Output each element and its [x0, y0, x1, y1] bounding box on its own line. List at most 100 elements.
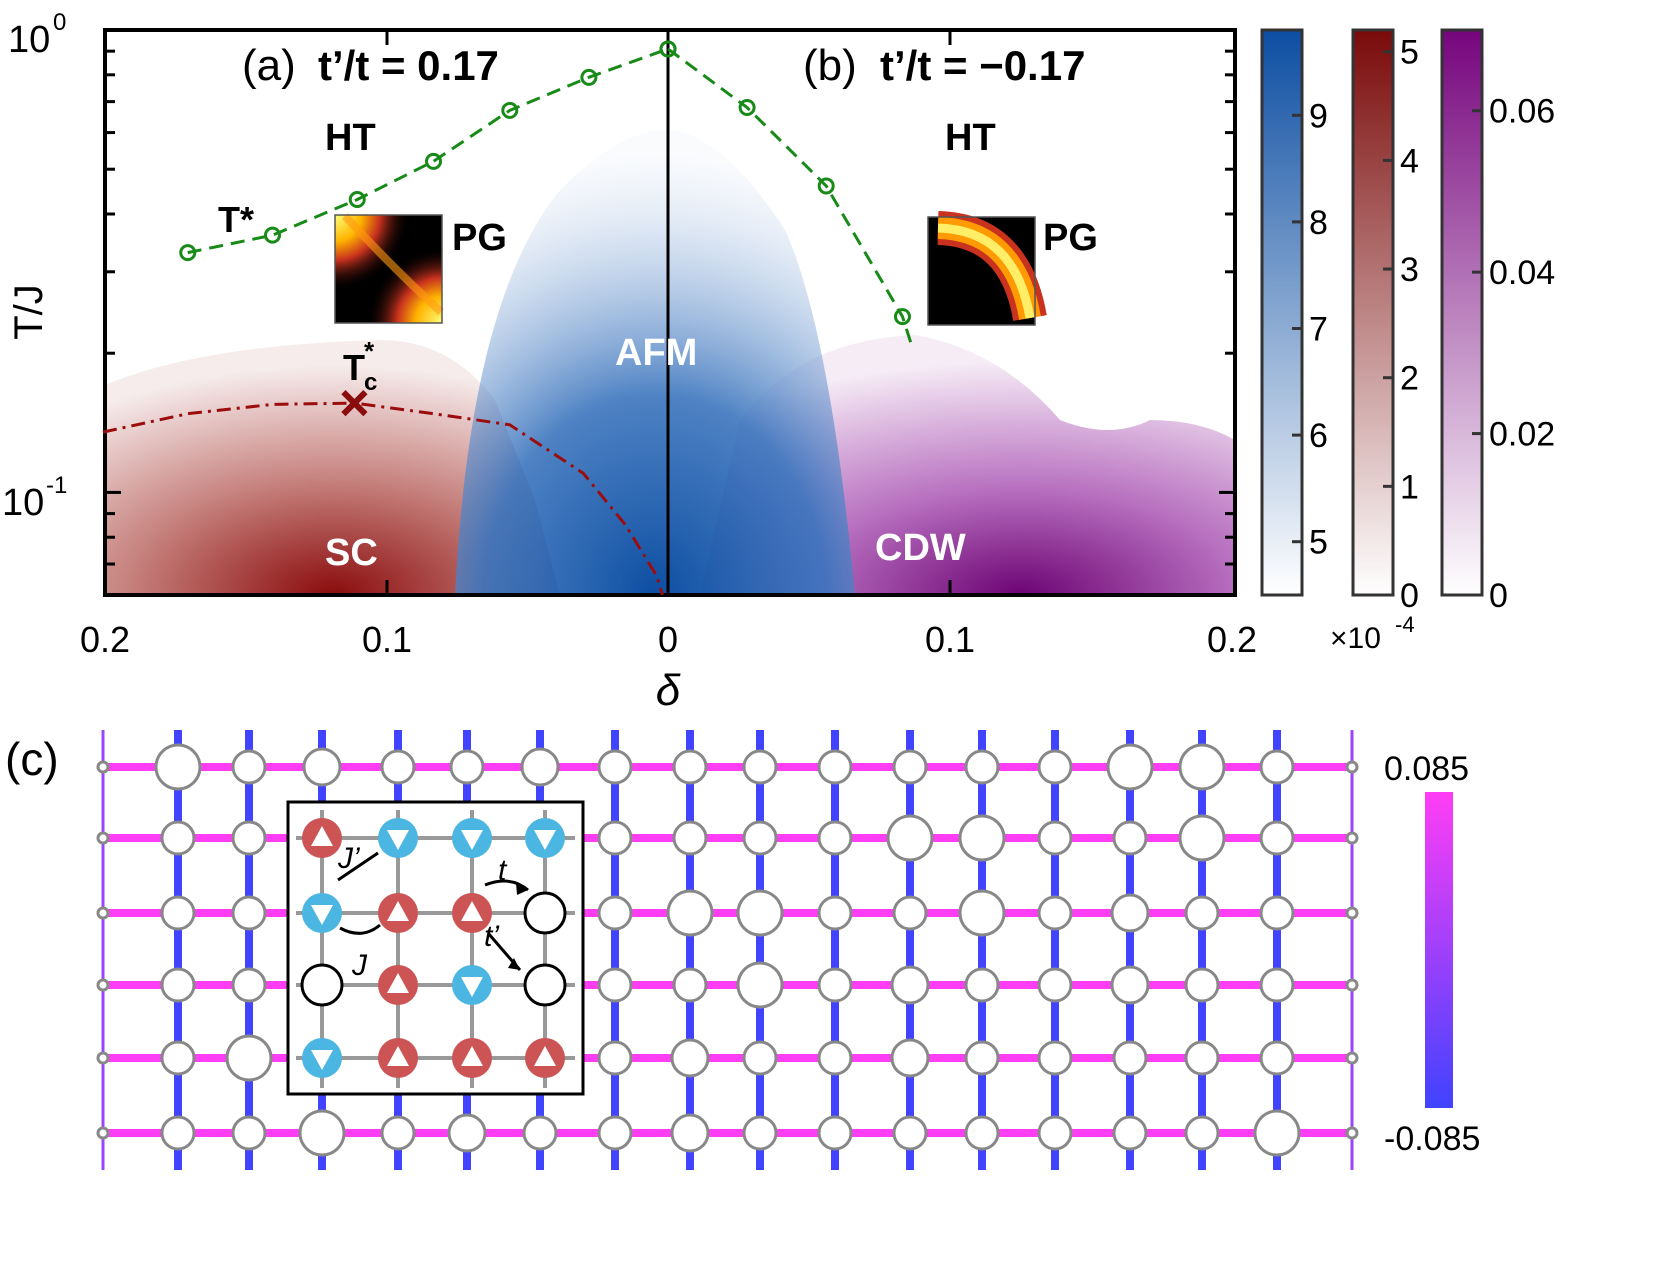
down-arrow-icon — [461, 977, 483, 997]
site — [958, 889, 1006, 937]
down-arrow-icon — [534, 830, 556, 850]
site — [302, 747, 342, 787]
site — [886, 814, 934, 862]
site — [1184, 895, 1220, 931]
site — [890, 965, 930, 1005]
site — [1184, 1115, 1220, 1151]
panel-b-title: t’/t = −0.17 — [880, 42, 1085, 89]
site — [1037, 895, 1073, 931]
svg-text:*: * — [364, 336, 375, 366]
hole-site — [523, 891, 567, 935]
colorbar-tick-label: 3 — [1400, 251, 1419, 289]
site — [1106, 743, 1154, 791]
site — [892, 749, 928, 785]
site — [231, 1115, 267, 1151]
site — [1259, 749, 1295, 785]
tc-star-label: T c * — [343, 336, 377, 396]
site — [96, 831, 110, 845]
x-tick: 0.1 — [925, 619, 975, 660]
site — [1178, 814, 1226, 862]
tc-curve — [102, 401, 664, 596]
site — [231, 895, 267, 931]
site — [160, 820, 196, 856]
site — [597, 967, 633, 1003]
x-tick: 0 — [658, 619, 678, 660]
x-tick: 0.2 — [1207, 619, 1257, 660]
down-arrow-icon — [311, 1050, 333, 1070]
up-arrow-icon — [311, 826, 333, 846]
y-minor-ticks — [105, 28, 1235, 597]
svg-text:0: 0 — [53, 9, 66, 36]
site — [447, 1113, 487, 1153]
site — [1345, 906, 1359, 920]
site — [1345, 1051, 1359, 1065]
site — [1259, 820, 1295, 856]
site — [1253, 1109, 1301, 1157]
svg-text:-1: -1 — [46, 472, 67, 499]
t-star-curve-a — [187, 47, 669, 255]
site — [597, 1115, 633, 1151]
panel-b-prefix: (b) — [803, 41, 857, 90]
colorbar-tick-label: 0.06 — [1489, 93, 1555, 131]
colorbar-tick-label: 6 — [1309, 417, 1328, 455]
inset-tp-label: t’ — [484, 920, 500, 953]
site — [1178, 743, 1226, 791]
pg-label-b: PG — [1043, 217, 1098, 259]
colorbar-tick-label: 0 — [1400, 577, 1419, 615]
site — [160, 1040, 196, 1076]
site — [736, 889, 784, 937]
site — [522, 1115, 558, 1151]
site — [231, 820, 267, 856]
site — [160, 967, 196, 1003]
site — [1345, 978, 1359, 992]
ht-label-a: HT — [325, 117, 376, 159]
x-tick: 0.1 — [362, 619, 412, 660]
site — [670, 1113, 710, 1153]
site — [817, 895, 853, 931]
site — [298, 1109, 346, 1157]
site — [964, 749, 1000, 785]
site — [817, 1115, 853, 1151]
site — [1345, 831, 1359, 845]
site — [672, 967, 708, 1003]
colorbar-tick-label: 1 — [1400, 468, 1419, 506]
svg-text:10: 10 — [8, 19, 50, 61]
sc-label: SC — [325, 532, 378, 574]
pg-label-a: PG — [452, 217, 507, 259]
site — [964, 1040, 1000, 1076]
site — [817, 749, 853, 785]
up-arrow-icon — [387, 1046, 409, 1066]
x-tick-labels: 0.2 0.1 0 0.1 0.2 — [80, 619, 1257, 660]
x-tick: 0.2 — [80, 619, 130, 660]
site — [1345, 760, 1359, 774]
site — [96, 978, 110, 992]
site — [380, 1115, 416, 1151]
site — [231, 967, 267, 1003]
site — [96, 1126, 110, 1140]
colorbar-c-min: -0.085 — [1384, 1120, 1480, 1158]
pg-inset-b — [927, 211, 1047, 326]
colorbar-tick-label: 5 — [1309, 524, 1328, 562]
site — [1112, 820, 1148, 856]
colorbar-tick-label: 0.04 — [1489, 254, 1555, 292]
site — [817, 820, 853, 856]
t-star-point-b — [817, 177, 835, 195]
site — [231, 749, 267, 785]
site — [449, 749, 485, 785]
y-tick-label-top: 10 0 — [8, 9, 66, 61]
site — [96, 906, 110, 920]
t-star-point-a — [179, 244, 197, 262]
site — [1184, 967, 1220, 1003]
site — [1259, 1040, 1295, 1076]
site — [1112, 1115, 1148, 1151]
up-arrow-icon — [461, 1046, 483, 1066]
site — [1110, 893, 1150, 933]
site — [160, 895, 196, 931]
site — [890, 1038, 930, 1078]
t-star-point-a — [348, 190, 366, 208]
colorbar-tick-label: 8 — [1309, 204, 1328, 242]
hole-site — [523, 963, 567, 1007]
site — [964, 1115, 1000, 1151]
inset-j-label: J — [351, 949, 368, 982]
colorbar-sc: 0 1 2 3 4 5 ×10 -4 — [1330, 28, 1419, 655]
